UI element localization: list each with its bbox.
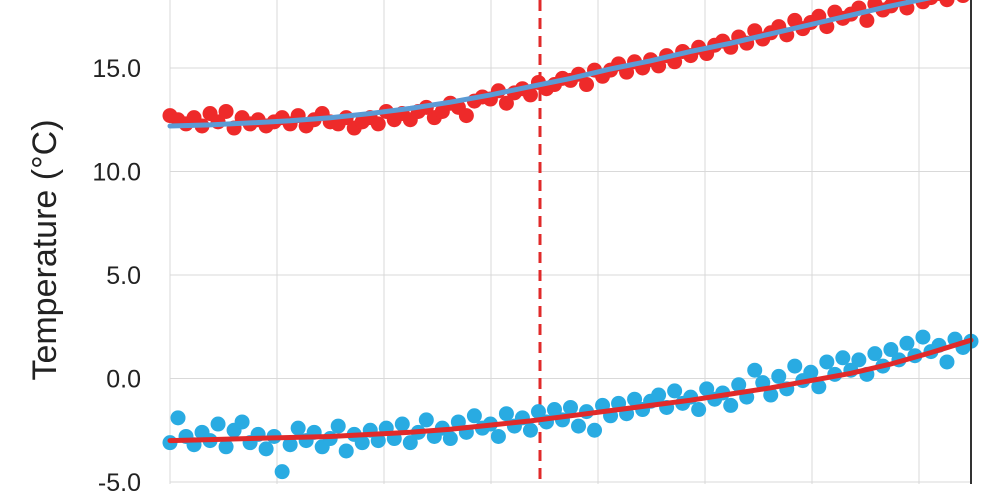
lower-series-point [627, 391, 643, 407]
lower-series-point [915, 329, 931, 345]
data-points [162, 0, 979, 480]
upper-series-point [370, 116, 386, 132]
lower-series-point [546, 402, 562, 418]
upper-series-fit-curve [167, 0, 932, 129]
lower-series-point [338, 443, 354, 459]
upper-series-point [579, 77, 595, 93]
lower-series-point [442, 431, 458, 447]
lower-series-point [867, 346, 883, 362]
lower-series-point [530, 404, 546, 420]
lower-series-point [466, 408, 482, 424]
lower-series-point [835, 350, 851, 366]
lower-series-point [571, 418, 587, 434]
lower-series-point [402, 435, 418, 451]
lower-series-point [883, 342, 899, 358]
lower-series-point [282, 437, 298, 453]
fit-curves [167, 0, 974, 444]
lower-series-point [787, 358, 803, 374]
lower-series-point [803, 364, 819, 380]
lower-series-point [763, 387, 779, 403]
lower-series-point [490, 428, 506, 444]
lower-series-point [811, 379, 827, 395]
lower-series-point [819, 354, 835, 370]
lower-series-point [651, 387, 667, 403]
y-axis-ticks: 15.0 10.0 5.0 0.0 -5.0 [92, 55, 141, 497]
lower-series-point [354, 435, 370, 451]
lower-series-point [587, 422, 603, 438]
lower-series-point [691, 402, 707, 418]
upper-series-point [939, 0, 955, 8]
upper-series-point [458, 108, 474, 124]
grid-layer [169, 0, 971, 484]
upper-series-point [522, 87, 538, 103]
lower-series-point [851, 352, 867, 368]
lower-series-fit-curve [167, 337, 974, 444]
lower-series-point [899, 335, 915, 351]
lower-series-point [170, 410, 186, 426]
y-axis-label: Temperature (°C) [26, 119, 64, 380]
lower-series-point [290, 420, 306, 436]
lower-series-point [771, 368, 787, 384]
upper-series-point [923, 0, 939, 6]
lower-series-point [731, 377, 747, 393]
lower-series-point [210, 416, 226, 432]
upper-series-point [218, 103, 234, 119]
lower-series-point [370, 433, 386, 449]
upper-series-point [498, 95, 514, 111]
y-tick-label: 15.0 [92, 55, 141, 83]
lower-series-point [394, 416, 410, 432]
lower-series-point [234, 414, 250, 430]
lower-series-point [939, 354, 955, 370]
y-tick-label: 0.0 [106, 366, 141, 394]
lower-series-point [667, 383, 683, 399]
y-tick-label: -5.0 [98, 469, 141, 497]
upper-series-point [956, 0, 970, 4]
lower-series-point [723, 397, 739, 413]
lower-series-point [274, 464, 290, 480]
lower-series-point [747, 362, 763, 378]
y-tick-label: 5.0 [106, 262, 141, 290]
lower-series-point [563, 399, 578, 415]
upper-series-point [859, 12, 875, 28]
lower-series-point [218, 439, 234, 455]
lower-series-point [330, 418, 346, 434]
lower-series-point [258, 441, 274, 457]
y-tick-label: 10.0 [92, 159, 141, 187]
lower-series-point [699, 381, 715, 397]
lower-series-point [418, 412, 434, 428]
lower-series-point [522, 422, 538, 438]
lower-series-point [498, 406, 514, 422]
